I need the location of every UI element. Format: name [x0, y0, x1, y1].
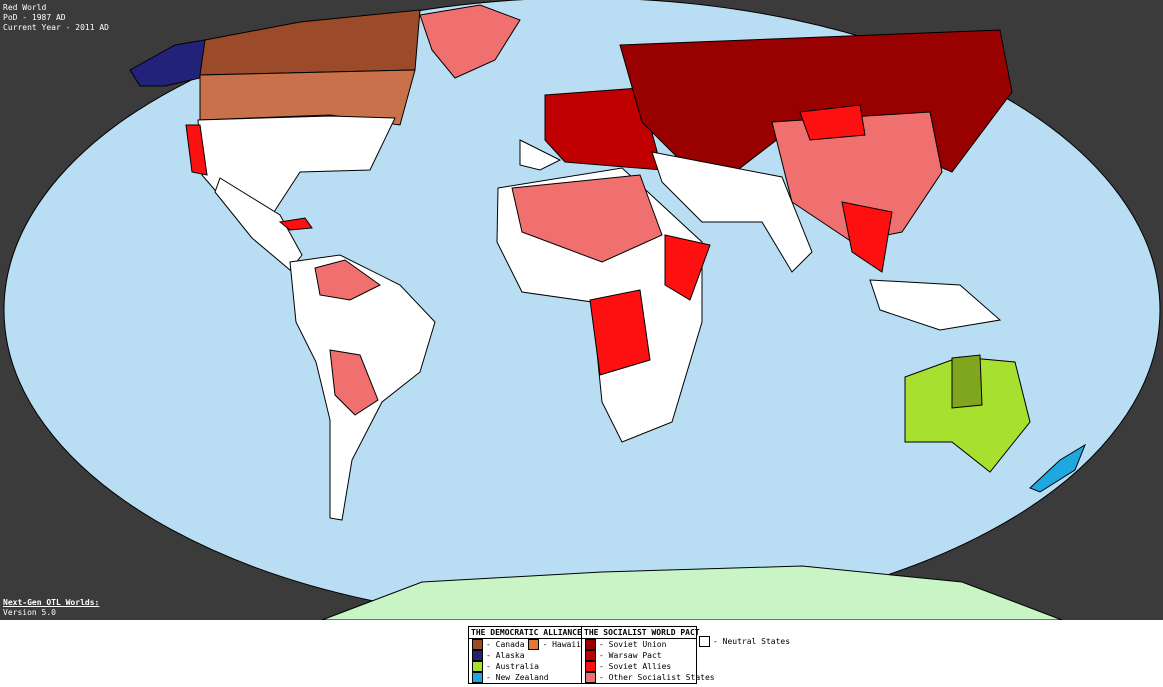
andes-region	[329, 349, 379, 416]
current-year: Current Year - 2011 AD	[3, 23, 109, 32]
new-zealand	[1029, 443, 1087, 493]
legend-label: - Hawaii	[542, 640, 581, 649]
greenland	[419, 4, 521, 79]
venezuela-region	[314, 259, 381, 301]
series-name: Next-Gen OTL Worlds:	[3, 598, 100, 607]
legend-label: - Australia	[486, 662, 539, 671]
legend-label: - Canada	[486, 640, 525, 649]
legend-item: - Warsaw Pact	[582, 650, 696, 661]
pod: PoD - 1987 AD	[3, 13, 66, 22]
landmasses	[129, 4, 1087, 620]
legend-item: - Australia	[469, 661, 581, 672]
california	[185, 124, 208, 176]
legend-label: - New Zealand	[486, 673, 549, 682]
map-info: Red World PoD - 1987 AD Current Year - 2…	[3, 3, 109, 33]
version: Version 5.0	[3, 608, 56, 617]
map-title: Red World	[3, 3, 47, 12]
angola-region	[589, 289, 651, 376]
legend-democratic: THE DEMOCRATIC ALLIANCE - Canada - Hawai…	[468, 626, 582, 684]
legend-item: - Other Socialist States	[582, 672, 715, 683]
legend-heading: THE DEMOCRATIC ALLIANCE	[469, 628, 582, 639]
antarctica	[321, 565, 1063, 620]
northern-territory	[951, 354, 983, 409]
southeast-asia	[841, 201, 893, 273]
legend-socialist: THE SOCIALIST WORLD PACT - Soviet Union …	[581, 626, 715, 684]
legend-label: - Soviet Union	[599, 640, 667, 649]
iberia	[519, 139, 562, 171]
indonesia	[869, 279, 1002, 331]
central-america	[214, 177, 303, 271]
legend-item: - Soviet Allies	[582, 661, 696, 672]
legend-item: - Alaska	[469, 650, 581, 661]
ethiopia	[664, 234, 711, 301]
legend-heading: THE SOCIALIST WORLD PACT	[582, 628, 700, 639]
cuba	[278, 217, 313, 231]
legend-item: - New Zealand	[469, 672, 581, 683]
legend-item: - Soviet Union	[582, 639, 696, 650]
north-africa	[511, 174, 663, 263]
mongolia	[799, 104, 866, 141]
middle-east-india	[651, 151, 813, 273]
legend-label: - Soviet Allies	[599, 662, 672, 671]
legend-label: - Neutral States	[713, 637, 791, 646]
legend-label: - Warsaw Pact	[599, 651, 662, 660]
legend-neutral: - Neutral States	[696, 636, 790, 647]
usa	[197, 115, 396, 216]
world-map	[0, 0, 1163, 620]
legend-label: - Other Socialist States	[599, 673, 715, 682]
legend-item: - Canada	[469, 639, 525, 650]
legend-label: - Alaska	[486, 651, 525, 660]
legend-item: - Hawaii	[525, 639, 581, 650]
canada-north	[199, 9, 421, 76]
series-info: Next-Gen OTL Worlds: Version 5.0	[3, 598, 99, 618]
europe	[544, 87, 663, 171]
